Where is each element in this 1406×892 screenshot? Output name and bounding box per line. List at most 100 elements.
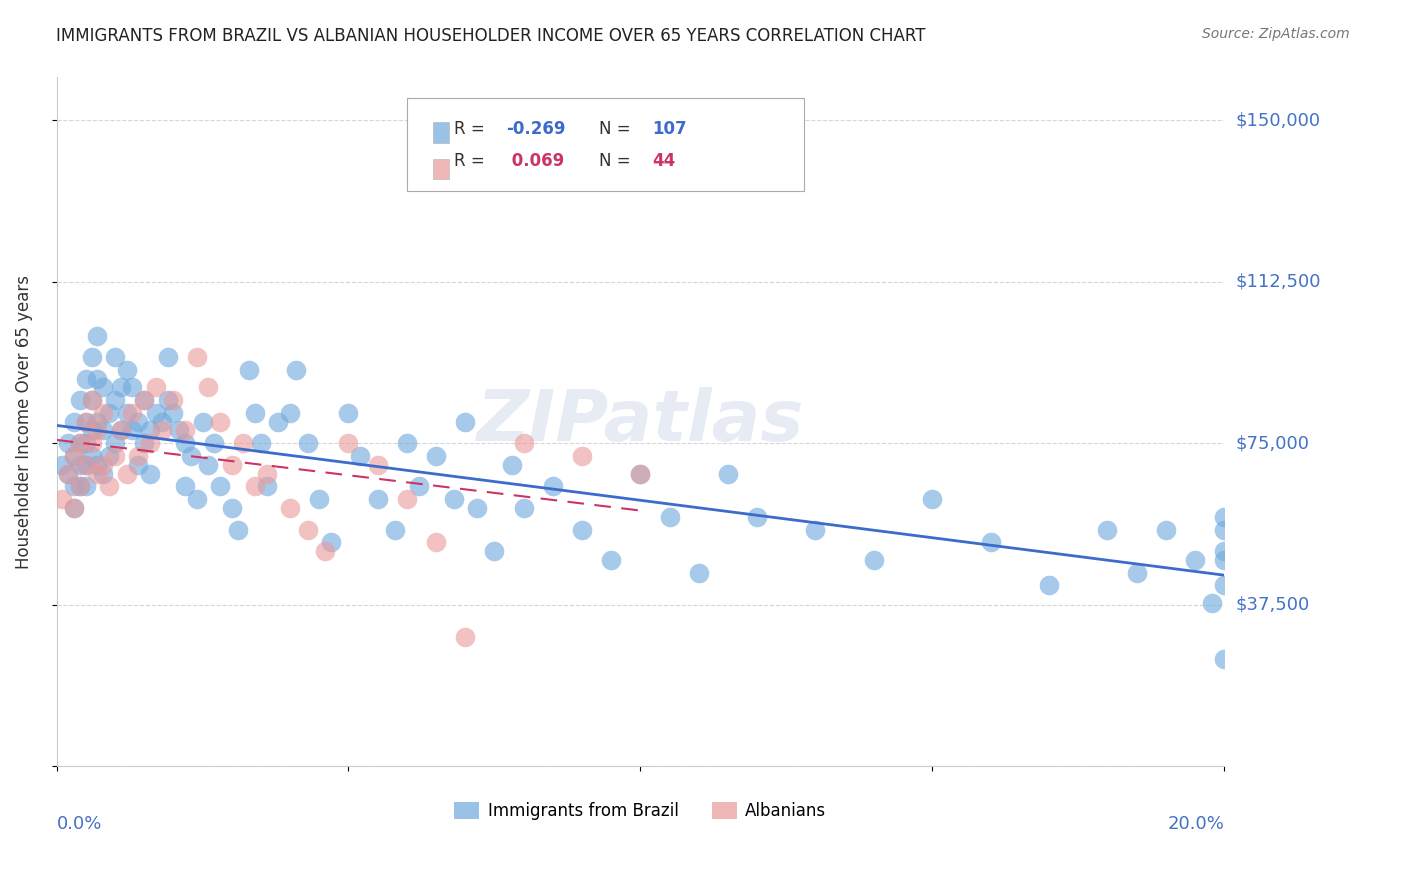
Point <box>1213 552 1236 566</box>
Point <box>156 393 179 408</box>
Point <box>297 436 319 450</box>
Point <box>75 436 97 450</box>
Point <box>1125 566 1147 580</box>
Point <box>156 351 179 365</box>
Text: $75,000: $75,000 <box>1236 434 1309 452</box>
Point <box>337 406 360 420</box>
Point <box>367 458 389 472</box>
Point <box>628 467 651 481</box>
Point <box>349 450 371 464</box>
Point <box>51 458 73 472</box>
Point <box>75 415 97 429</box>
Point <box>174 436 197 450</box>
Text: R =: R = <box>454 152 484 169</box>
Point <box>717 467 740 481</box>
Point <box>115 467 138 481</box>
Text: N =: N = <box>599 120 631 138</box>
Point <box>121 380 143 394</box>
Point <box>127 415 149 429</box>
Point <box>86 372 108 386</box>
Point <box>980 535 1002 549</box>
Point <box>63 500 86 515</box>
Point <box>628 467 651 481</box>
Text: IMMIGRANTS FROM BRAZIL VS ALBANIAN HOUSEHOLDER INCOME OVER 65 YEARS CORRELATION : IMMIGRANTS FROM BRAZIL VS ALBANIAN HOUSE… <box>56 27 925 45</box>
Point <box>51 492 73 507</box>
Point <box>63 415 86 429</box>
Point <box>863 552 886 566</box>
Point <box>484 544 506 558</box>
Point <box>745 509 768 524</box>
Point <box>541 479 564 493</box>
Point <box>110 424 132 438</box>
Point <box>91 380 114 394</box>
Point <box>256 467 278 481</box>
Point <box>139 424 162 438</box>
Point <box>454 630 477 644</box>
Point <box>63 450 86 464</box>
Point <box>197 380 219 394</box>
Point <box>104 436 127 450</box>
Point <box>150 424 173 438</box>
Point <box>63 450 86 464</box>
Point <box>139 436 162 450</box>
Point <box>1154 523 1177 537</box>
Point <box>115 406 138 420</box>
Point <box>58 467 80 481</box>
Point <box>69 458 91 472</box>
Point <box>86 424 108 438</box>
Point <box>104 450 127 464</box>
Point <box>150 415 173 429</box>
Point <box>319 535 342 549</box>
Point <box>91 458 114 472</box>
Point <box>600 552 623 566</box>
Point <box>69 393 91 408</box>
Point <box>284 363 307 377</box>
Point <box>75 479 97 493</box>
Text: $150,000: $150,000 <box>1236 112 1320 129</box>
Point <box>256 479 278 493</box>
Point <box>395 492 418 507</box>
Point <box>110 380 132 394</box>
Point <box>1038 578 1060 592</box>
Point <box>238 363 260 377</box>
Point <box>243 479 266 493</box>
Point <box>267 415 290 429</box>
Point <box>221 458 243 472</box>
Point <box>58 436 80 450</box>
Text: 20.0%: 20.0% <box>1167 814 1225 832</box>
Text: ZIPatlas: ZIPatlas <box>477 387 804 457</box>
Point <box>658 509 681 524</box>
Text: $112,500: $112,500 <box>1236 273 1320 291</box>
Point <box>86 415 108 429</box>
Point <box>121 424 143 438</box>
Text: $37,500: $37,500 <box>1236 596 1309 614</box>
Point <box>384 523 406 537</box>
Bar <box>433 159 449 179</box>
Point <box>91 406 114 420</box>
Legend: Immigrants from Brazil, Albanians: Immigrants from Brazil, Albanians <box>447 796 832 827</box>
Point <box>127 450 149 464</box>
Point <box>1097 523 1119 537</box>
Point <box>167 424 190 438</box>
Point <box>209 479 232 493</box>
Point <box>69 479 91 493</box>
Point <box>226 523 249 537</box>
Text: Source: ZipAtlas.com: Source: ZipAtlas.com <box>1202 27 1350 41</box>
Point <box>465 500 488 515</box>
Text: 44: 44 <box>652 152 675 169</box>
Text: 0.0%: 0.0% <box>56 814 103 832</box>
Point <box>91 467 114 481</box>
Point <box>63 479 86 493</box>
Point <box>197 458 219 472</box>
Point <box>98 450 121 464</box>
Point <box>1201 596 1223 610</box>
Point <box>121 406 143 420</box>
Point <box>134 436 156 450</box>
Point <box>202 436 225 450</box>
Point <box>501 458 523 472</box>
Point <box>75 372 97 386</box>
Point <box>180 450 202 464</box>
Point <box>86 467 108 481</box>
Point <box>80 424 103 438</box>
Point <box>75 415 97 429</box>
